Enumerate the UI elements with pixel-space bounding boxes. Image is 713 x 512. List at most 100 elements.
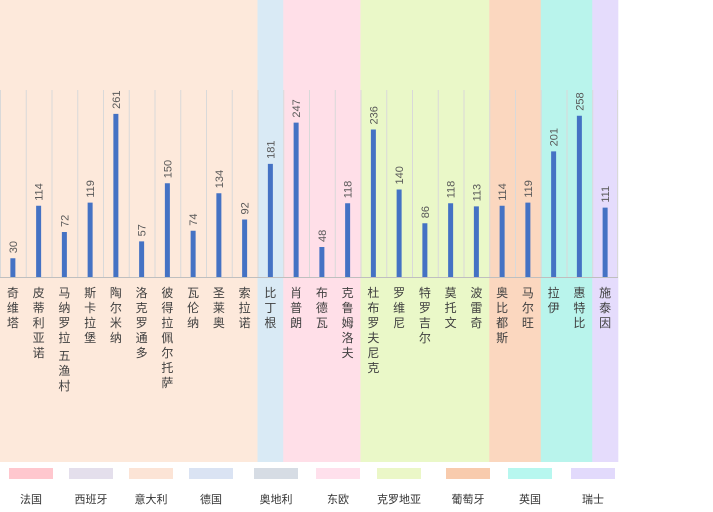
- bar: [216, 193, 222, 277]
- data-label: 140: [394, 166, 406, 184]
- legend-item-uk: 英国: [500, 462, 560, 507]
- category-label-char: 文: [445, 315, 457, 330]
- category-label-char: 塔: [7, 316, 19, 330]
- category-label-char: 米: [110, 316, 122, 330]
- data-label: 258: [574, 92, 586, 110]
- category-label-char: 惠: [573, 286, 585, 300]
- bar: [61, 232, 67, 277]
- data-label: 48: [317, 230, 329, 242]
- bar: [576, 115, 582, 277]
- legend-item-germany: 德国: [181, 462, 241, 507]
- category-label-char: 朗: [290, 316, 302, 330]
- bar: [525, 202, 531, 277]
- category-label-char: 尼: [393, 316, 405, 330]
- data-label: 247: [291, 99, 303, 117]
- category-label-char: 丁: [264, 301, 276, 315]
- category-label-char: 马: [522, 286, 534, 300]
- category-label-char: 通: [136, 331, 148, 345]
- data-label: 181: [265, 141, 277, 159]
- category-label-char: 莫: [445, 286, 457, 300]
- legend-item-eastern-europe: 东欧: [308, 462, 368, 507]
- legend-label-austria: 奥地利: [259, 493, 293, 506]
- legend-item-italy: 意大利: [121, 462, 181, 507]
- category-label-char: 都: [496, 316, 508, 330]
- bar: [267, 163, 273, 277]
- category-label-char: 布: [316, 286, 328, 300]
- category-label-char: 萨: [161, 376, 173, 390]
- category-label-char: 索: [239, 286, 251, 300]
- data-label: 114: [34, 183, 46, 201]
- category-label-char: 施: [599, 286, 611, 300]
- category-label-char: 纳: [58, 301, 70, 315]
- bar: [473, 206, 479, 277]
- category-label-char: 罗: [58, 316, 70, 330]
- category-label-char: 莱: [213, 301, 225, 315]
- category-label-char: 特: [419, 285, 431, 300]
- legend-item-croatia: 克罗地亚: [369, 462, 429, 507]
- category-label-char: 克: [342, 286, 354, 300]
- category-label-char: 圣: [213, 286, 225, 300]
- category-label-char: 尔: [522, 300, 534, 315]
- category-label-char: 尔: [419, 330, 431, 345]
- bar: [499, 205, 505, 277]
- category-label-char: 村: [58, 379, 70, 393]
- category-label-char: 罗: [393, 286, 405, 300]
- data-label: 72: [59, 215, 71, 227]
- category-label-char: 姆: [342, 316, 354, 330]
- category-label-char: 比: [264, 286, 276, 300]
- category-label-char: 洛: [136, 285, 148, 300]
- data-label: 150: [162, 160, 174, 178]
- category-label-char: 斯: [496, 331, 508, 345]
- legend-swatch-croatia: [377, 468, 421, 479]
- data-label: 92: [240, 202, 252, 214]
- legend-swatch-italy: [129, 468, 173, 479]
- category-label-char: 得: [161, 300, 173, 315]
- legend-swatch-uk: [508, 468, 552, 479]
- category-label-char: 夫: [367, 331, 379, 345]
- category-label-char: 德: [316, 300, 328, 315]
- legend-swatch-portugal: [446, 468, 490, 479]
- category-label-char: 洛: [342, 330, 354, 345]
- category-label-char: 拉: [58, 330, 70, 345]
- legend-item-portugal: 葡萄牙: [438, 462, 498, 507]
- category-label-char: 特: [573, 300, 585, 315]
- category-label-char: 诺: [33, 346, 45, 360]
- category-label-char: 堡: [84, 330, 96, 345]
- category-label-char: 奇: [470, 316, 482, 330]
- bar: [448, 203, 454, 277]
- category-label-char: 马: [58, 286, 70, 300]
- data-label: 201: [549, 128, 561, 146]
- category-label-char: 尼: [367, 346, 379, 360]
- category-label-char: 卡: [84, 301, 96, 315]
- category-label-char: 彼: [161, 286, 173, 300]
- bar: [396, 189, 402, 277]
- category-label-char: 陶: [110, 285, 122, 300]
- category-label-char: 伊: [548, 301, 560, 315]
- category-label-char: 肖: [290, 286, 302, 300]
- legend-label-uk: 英国: [519, 493, 541, 506]
- category-label-char: 奇: [7, 286, 19, 300]
- category-label-char: 斯: [84, 286, 96, 300]
- category-label-char: 拉: [161, 315, 173, 330]
- category-label-char: 维: [393, 301, 405, 315]
- bar: [602, 207, 608, 277]
- legend-swatch-eastern-europe: [316, 468, 360, 479]
- bar: [87, 202, 93, 277]
- category-label-char: 根: [264, 316, 276, 330]
- category-label-char: 波: [470, 286, 482, 300]
- data-label: 57: [137, 224, 149, 236]
- category-label-char: 夫: [342, 346, 354, 360]
- category-label-char: 罗: [419, 301, 431, 315]
- category-label-char: 利: [33, 316, 45, 330]
- legend-label-switzerland: 瑞士: [582, 493, 604, 506]
- legend-label-portugal: 葡萄牙: [451, 493, 485, 506]
- category-label-char: 多: [136, 346, 148, 360]
- category-label-char: 托: [445, 301, 457, 315]
- legend-item-switzerland: 瑞士: [563, 462, 623, 507]
- bar: [164, 183, 170, 277]
- category-label-char: 尔: [110, 300, 122, 315]
- category-label-char: 纳: [187, 316, 199, 330]
- data-label: 74: [188, 214, 200, 226]
- legend: 法国 西班牙 意大利 德国 奥地利 东欧 克罗地亚 葡萄牙 英国 瑞士: [0, 462, 713, 512]
